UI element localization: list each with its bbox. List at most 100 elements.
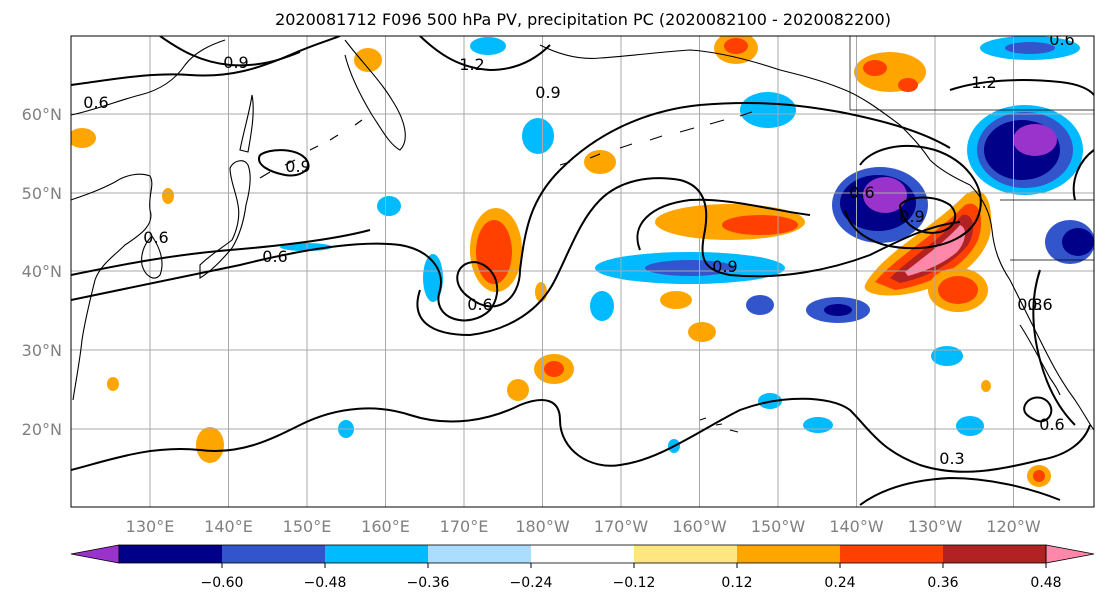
precip-blob — [507, 379, 529, 401]
coastline — [71, 39, 226, 401]
colorbar-tick-label: 0.12 — [721, 575, 752, 591]
coastline — [1019, 324, 1061, 396]
precip-blob — [162, 188, 174, 204]
coastline — [539, 44, 971, 186]
colorbar-extend-left — [70, 544, 120, 564]
precip-blob — [724, 38, 748, 54]
colorbar-swatch — [737, 545, 841, 563]
latitude-labels: 20°N 30°N 40°N 50°N 60°N — [22, 105, 62, 439]
contour-label: 1.2 — [971, 73, 996, 92]
longitude-label: 160°E — [361, 517, 410, 536]
pv-contour-line — [636, 198, 811, 251]
precip-blob — [476, 220, 512, 284]
pv-contour-line — [71, 397, 1091, 473]
precip-blob — [688, 322, 716, 342]
longitude-label: 150°W — [751, 517, 806, 536]
longitude-label: 180°W — [515, 517, 570, 536]
map-area: 0.9 1.20.90.60.60.90.60.60.90.60.91.20.60… — [71, 36, 1094, 507]
contour-label: 0.6 — [1027, 295, 1052, 314]
colorbar-outline — [118, 544, 1047, 564]
map-gridlines — [71, 36, 1094, 507]
pv-contour-line — [1072, 149, 1094, 201]
precip-blob — [890, 214, 974, 283]
precip-blob — [645, 260, 735, 276]
coastline — [344, 39, 406, 151]
pv-contour-line — [844, 144, 982, 250]
precip-blob — [470, 37, 506, 55]
map-frame — [70, 35, 1095, 508]
colorbar-tick-label: −0.12 — [613, 575, 656, 591]
precip-blob — [1013, 124, 1057, 156]
precip-blob — [981, 380, 991, 392]
longitude-label: 130°W — [908, 517, 963, 536]
contour-label: 0.9 — [223, 53, 248, 72]
precip-blob — [590, 291, 614, 321]
longitude-label: 160°W — [672, 517, 727, 536]
latitude-label: 60°N — [22, 105, 62, 124]
pv-contour-line — [71, 36, 341, 86]
contour-labels: 0.9 1.20.90.60.60.90.60.60.90.60.91.20.60… — [83, 36, 1074, 468]
precip-blob — [931, 346, 963, 366]
contour-label: 0.6 — [1039, 415, 1064, 434]
pv-contour-line — [859, 476, 1061, 506]
longitude-label: 140°W — [829, 517, 884, 536]
colorbar-tick-label: 0.24 — [824, 575, 855, 591]
pv-contour-line — [159, 36, 301, 67]
colorbar-tick-label: −0.60 — [201, 575, 244, 591]
map-title: 2020081712 F096 500 hPa PV, precipitatio… — [275, 10, 891, 29]
precip-blob — [956, 416, 984, 436]
precip-blob — [1062, 228, 1094, 256]
longitude-label: 150°E — [283, 517, 332, 536]
pv-contour-line — [71, 102, 951, 322]
precip-blob — [863, 60, 887, 76]
latitude-label: 30°N — [22, 341, 62, 360]
coastline — [199, 160, 251, 279]
contour-label: 0.9 — [712, 257, 737, 276]
coastline — [239, 94, 254, 153]
coastline — [259, 119, 363, 179]
pv-contour-line — [899, 196, 957, 234]
pv-contour-line — [949, 79, 1094, 96]
precip-blob — [377, 196, 401, 216]
political-border — [849, 36, 1094, 261]
contour-label: 0.9 — [899, 207, 924, 226]
longitude-label: 130°E — [126, 517, 175, 536]
precip-blob — [740, 92, 796, 128]
colorbar-tick-label: −0.24 — [510, 575, 553, 591]
colorbar-swatch — [325, 545, 429, 563]
contour-label: 0.6 — [143, 228, 168, 247]
precip-blob — [722, 215, 798, 235]
colorbar-swatch — [531, 545, 635, 563]
colorbar-tick-label: 0.48 — [1030, 575, 1061, 591]
longitude-label: 120°W — [986, 517, 1041, 536]
precip-blob — [535, 282, 547, 302]
colorbar-swatch — [119, 545, 223, 563]
pv-contour-line — [1032, 269, 1076, 426]
precip-blob — [660, 291, 692, 309]
precip-blob — [71, 128, 96, 148]
coastlines — [71, 36, 1094, 433]
latitude-label: 40°N — [22, 262, 62, 281]
colorbar-tick-label: −0.36 — [407, 575, 450, 591]
precip-blob — [1005, 42, 1055, 54]
coastline — [141, 235, 163, 279]
coastline — [969, 184, 1094, 431]
precip-blob — [938, 276, 978, 304]
colorbar-swatch — [634, 545, 738, 563]
longitude-label: 140°E — [204, 517, 253, 536]
coastline — [699, 417, 739, 433]
precip-blob — [423, 254, 443, 302]
precip-blob — [107, 377, 119, 391]
contour-label: 0.6 — [262, 247, 287, 266]
precip-blob — [1033, 470, 1045, 482]
precip-blob — [824, 304, 852, 316]
precip-blob — [863, 177, 907, 213]
latitude-label: 50°N — [22, 184, 62, 203]
coastline — [559, 111, 753, 166]
precip-blob — [746, 295, 774, 315]
precip-blob — [803, 417, 833, 433]
contour-label: 0.9 — [285, 157, 310, 176]
contour-label: 1.2 — [459, 55, 484, 74]
